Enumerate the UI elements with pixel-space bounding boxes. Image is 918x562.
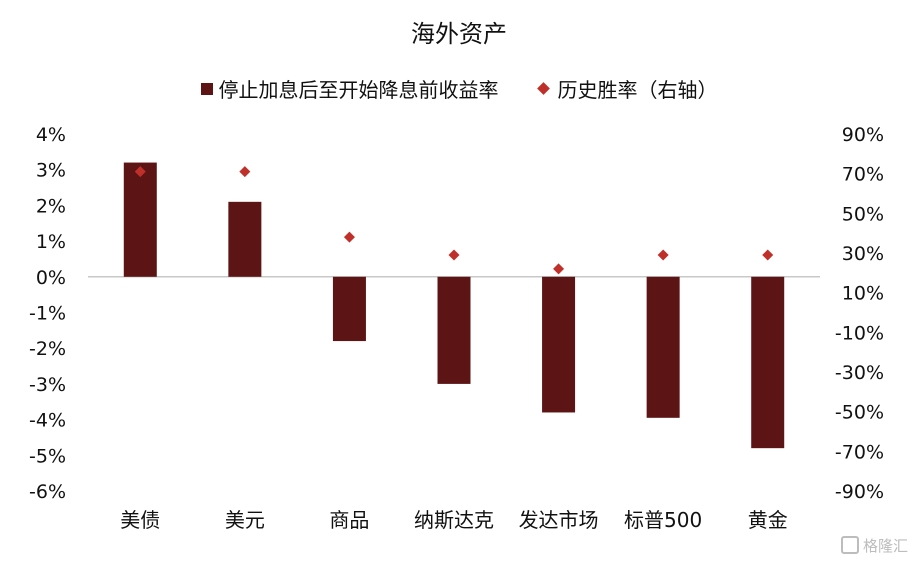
right-tick-label: -90% bbox=[835, 481, 884, 503]
legend-bar-label: 停止加息后至开始降息前收益率 bbox=[218, 78, 499, 102]
left-tick-label: 0% bbox=[36, 267, 66, 289]
right-tick-label: 30% bbox=[842, 243, 884, 265]
right-tick-label: -70% bbox=[835, 441, 884, 463]
bar bbox=[751, 276, 785, 449]
right-tick-label: 70% bbox=[842, 164, 884, 186]
right-tick-label: -10% bbox=[835, 322, 884, 344]
legend: 停止加息后至开始降息前收益率 历史胜率（右轴） bbox=[0, 74, 918, 103]
right-tick-label: 10% bbox=[842, 283, 884, 305]
left-tick-label: -6% bbox=[29, 481, 66, 503]
left-tick-label: -3% bbox=[29, 374, 66, 396]
category-label: 发达市场 bbox=[519, 508, 599, 532]
bar bbox=[542, 276, 576, 413]
win-rate-marker bbox=[448, 249, 460, 261]
bar bbox=[332, 276, 366, 342]
right-tick-label: -50% bbox=[835, 402, 884, 424]
left-tick-label: -5% bbox=[29, 445, 66, 467]
category-label: 美债 bbox=[120, 508, 160, 532]
right-tick-label: 90% bbox=[842, 124, 884, 146]
right-tick-label: -30% bbox=[835, 362, 884, 384]
left-tick-label: 3% bbox=[36, 160, 66, 182]
legend-bar-swatch bbox=[200, 82, 213, 95]
bar bbox=[123, 162, 157, 277]
left-tick-label: 4% bbox=[36, 124, 66, 146]
category-label: 黄金 bbox=[748, 508, 788, 532]
legend-item-bar: 停止加息后至开始降息前收益率 bbox=[200, 74, 499, 103]
category-label: 美元 bbox=[225, 508, 265, 532]
win-rate-marker bbox=[239, 166, 251, 178]
legend-item-marker: 历史胜率（右轴） bbox=[535, 74, 718, 103]
bar bbox=[437, 276, 471, 384]
watermark-text: 格隆汇 bbox=[862, 537, 908, 555]
left-tick-label: -2% bbox=[29, 338, 66, 360]
win-rate-marker bbox=[343, 231, 355, 243]
legend-marker-label: 历史胜率（右轴） bbox=[557, 78, 718, 102]
bar bbox=[228, 201, 262, 277]
win-rate-marker bbox=[657, 249, 669, 261]
win-rate-marker bbox=[134, 166, 146, 178]
right-tick-label: 50% bbox=[842, 203, 884, 225]
watermark-logo-icon bbox=[840, 536, 859, 554]
left-tick-label: 2% bbox=[36, 195, 66, 217]
win-rate-marker bbox=[762, 249, 774, 261]
category-label: 商品 bbox=[329, 508, 369, 532]
bar bbox=[646, 276, 680, 418]
left-tick-label: -4% bbox=[29, 410, 66, 432]
watermark: 格隆汇 bbox=[840, 535, 908, 556]
left-tick-label: -1% bbox=[29, 303, 66, 325]
win-rate-marker bbox=[553, 263, 565, 275]
chart-title: 海外资产 bbox=[411, 20, 507, 48]
left-tick-label: 1% bbox=[36, 231, 66, 253]
category-label: 纳斯达克 bbox=[414, 508, 494, 532]
category-label: 标普500 bbox=[624, 508, 702, 532]
